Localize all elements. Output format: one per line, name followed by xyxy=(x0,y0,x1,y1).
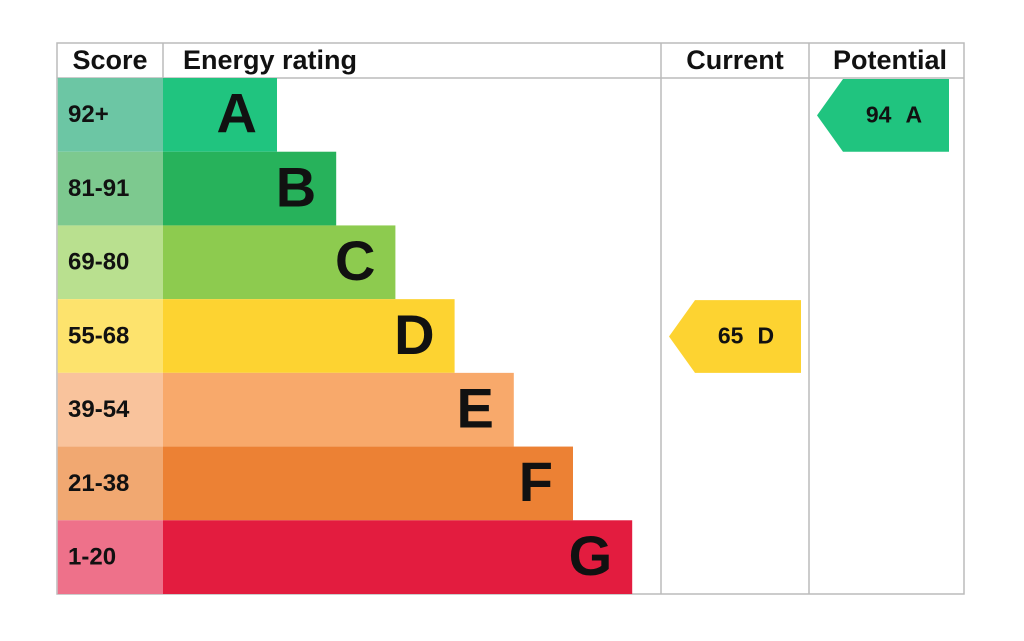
score-label: 81-91 xyxy=(68,175,129,202)
header-rating: Energy rating xyxy=(183,45,357,75)
score-label: 92+ xyxy=(68,101,109,128)
score-label: 21-38 xyxy=(68,470,129,497)
score-cell xyxy=(57,225,163,300)
score-cell xyxy=(57,372,163,447)
score-cell xyxy=(57,151,163,226)
score-label: 39-54 xyxy=(68,396,130,423)
potential-letter: A xyxy=(905,101,922,127)
rating-letter: E xyxy=(456,377,493,440)
rating-bar xyxy=(163,78,277,152)
rating-bar xyxy=(163,225,396,300)
current-arrow xyxy=(669,300,801,373)
potential-label: 94 A xyxy=(866,101,922,127)
rating-letter: D xyxy=(394,303,434,366)
potential-value: 94 xyxy=(866,101,892,127)
current-value: 65 xyxy=(718,323,744,349)
rating-bar xyxy=(163,299,455,373)
rating-letter: B xyxy=(276,155,316,218)
score-label: 55-68 xyxy=(68,322,129,349)
score-cell xyxy=(57,78,163,152)
current-letter: D xyxy=(757,323,774,349)
rating-letter: A xyxy=(217,82,257,145)
rating-bar xyxy=(163,520,633,594)
header-potential: Potential xyxy=(833,45,947,75)
score-label: 1-20 xyxy=(68,543,116,570)
rating-letter: C xyxy=(335,229,375,292)
rating-letter: G xyxy=(569,524,613,587)
header-current: Current xyxy=(686,45,784,75)
header-score: Score xyxy=(72,45,147,75)
score-cell xyxy=(57,299,163,373)
score-cell xyxy=(57,520,163,594)
score-label: 69-80 xyxy=(68,249,129,276)
current-label: 65 D xyxy=(718,323,774,349)
potential-arrow xyxy=(817,79,949,152)
rating-letter: F xyxy=(519,450,553,513)
rating-bar xyxy=(163,372,514,447)
rating-bar xyxy=(163,446,573,521)
rating-bar xyxy=(163,151,337,226)
score-cell xyxy=(57,446,163,521)
